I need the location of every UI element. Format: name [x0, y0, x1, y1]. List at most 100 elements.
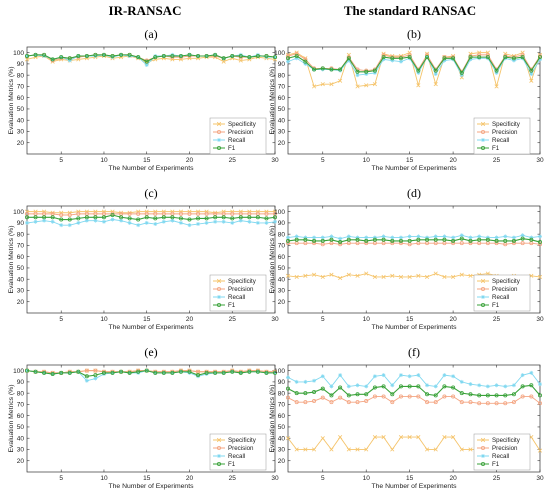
data-point — [538, 57, 542, 62]
data-point — [255, 52, 260, 57]
data-point — [355, 73, 360, 78]
data-point — [355, 69, 360, 74]
data-point — [264, 220, 269, 225]
data-point — [537, 448, 543, 453]
data-point — [76, 220, 81, 225]
data-point — [364, 271, 369, 276]
data-point — [286, 59, 290, 64]
x-tick-label: 30 — [536, 157, 544, 164]
data-point — [416, 384, 421, 389]
data-point — [398, 56, 403, 61]
data-point — [338, 68, 343, 73]
data-point — [433, 384, 438, 389]
data-point — [221, 56, 226, 61]
data-point — [372, 435, 377, 440]
data-point — [372, 82, 377, 87]
data-point — [390, 235, 395, 240]
data-point — [213, 370, 218, 375]
legend-marker — [480, 145, 485, 150]
legend-label: Specificity — [492, 121, 521, 128]
data-point — [494, 68, 499, 73]
data-point — [67, 223, 72, 228]
data-point — [503, 238, 508, 243]
data-point — [101, 52, 106, 57]
data-point — [67, 370, 72, 375]
y-tick-label: 90 — [278, 379, 286, 386]
data-point — [170, 218, 175, 223]
data-point — [272, 215, 277, 220]
y-tick-label: 100 — [13, 368, 24, 375]
data-point — [50, 219, 55, 224]
data-point — [390, 241, 395, 246]
data-point — [338, 240, 343, 245]
data-point — [196, 54, 201, 59]
data-point — [407, 238, 412, 243]
data-point — [76, 369, 81, 374]
data-point — [311, 447, 317, 452]
data-point — [485, 393, 490, 398]
data-point — [338, 395, 343, 400]
data-point — [101, 372, 106, 377]
data-point — [119, 369, 124, 374]
data-point — [144, 63, 149, 68]
data-point — [187, 211, 192, 216]
data-point — [285, 386, 290, 391]
data-point — [161, 219, 166, 224]
data-point — [355, 84, 360, 89]
data-point — [24, 215, 29, 220]
data-point — [355, 400, 360, 405]
data-point — [170, 52, 175, 57]
data-point — [76, 54, 81, 59]
legend-label: Specificity — [228, 121, 257, 128]
data-point — [407, 384, 412, 389]
data-point — [230, 220, 235, 225]
x-axis-label: The Number of Experiments — [372, 324, 458, 331]
data-point — [468, 447, 473, 452]
y-tick-label: 20 — [17, 458, 25, 465]
data-point — [294, 51, 299, 56]
data-point — [204, 220, 209, 225]
data-point — [381, 435, 386, 440]
data-point — [364, 392, 369, 397]
data-point — [459, 447, 464, 452]
data-point — [42, 52, 47, 57]
data-point — [204, 372, 209, 377]
data-point — [320, 436, 325, 441]
data-point — [264, 55, 269, 60]
y-axis-label: Evaluation Metrics (%) — [8, 385, 15, 453]
x-tick-label: 30 — [271, 157, 279, 164]
data-point — [416, 70, 421, 75]
data-point — [503, 56, 508, 61]
series-recall — [25, 217, 277, 228]
data-point — [170, 54, 175, 59]
x-tick-label: 20 — [186, 157, 194, 164]
data-point — [381, 234, 386, 239]
data-point — [311, 272, 317, 277]
data-point — [477, 401, 482, 406]
data-point — [255, 369, 260, 374]
data-point — [247, 55, 252, 60]
data-point — [398, 435, 404, 440]
data-point — [312, 390, 317, 395]
data-point — [459, 236, 464, 241]
data-point — [477, 393, 482, 398]
data-point — [24, 54, 29, 59]
legend-marker — [216, 145, 221, 150]
x-tick-label: 20 — [449, 475, 457, 482]
legend-marker — [480, 437, 486, 443]
data-point — [485, 237, 490, 242]
data-point — [520, 373, 525, 378]
data-point — [144, 59, 149, 64]
data-point — [459, 70, 464, 75]
data-point — [364, 72, 369, 77]
y-tick-label: 100 — [13, 50, 24, 57]
data-point — [364, 69, 369, 74]
panel-2: (b) 20 30 40 50 60 70 80 90 100 5 10 15 20 25 30 The Num… — [269, 27, 544, 172]
data-point — [127, 220, 132, 225]
data-point — [511, 238, 516, 243]
data-point — [101, 219, 106, 224]
data-point — [529, 237, 534, 242]
y-tick-label: 50 — [17, 265, 25, 272]
